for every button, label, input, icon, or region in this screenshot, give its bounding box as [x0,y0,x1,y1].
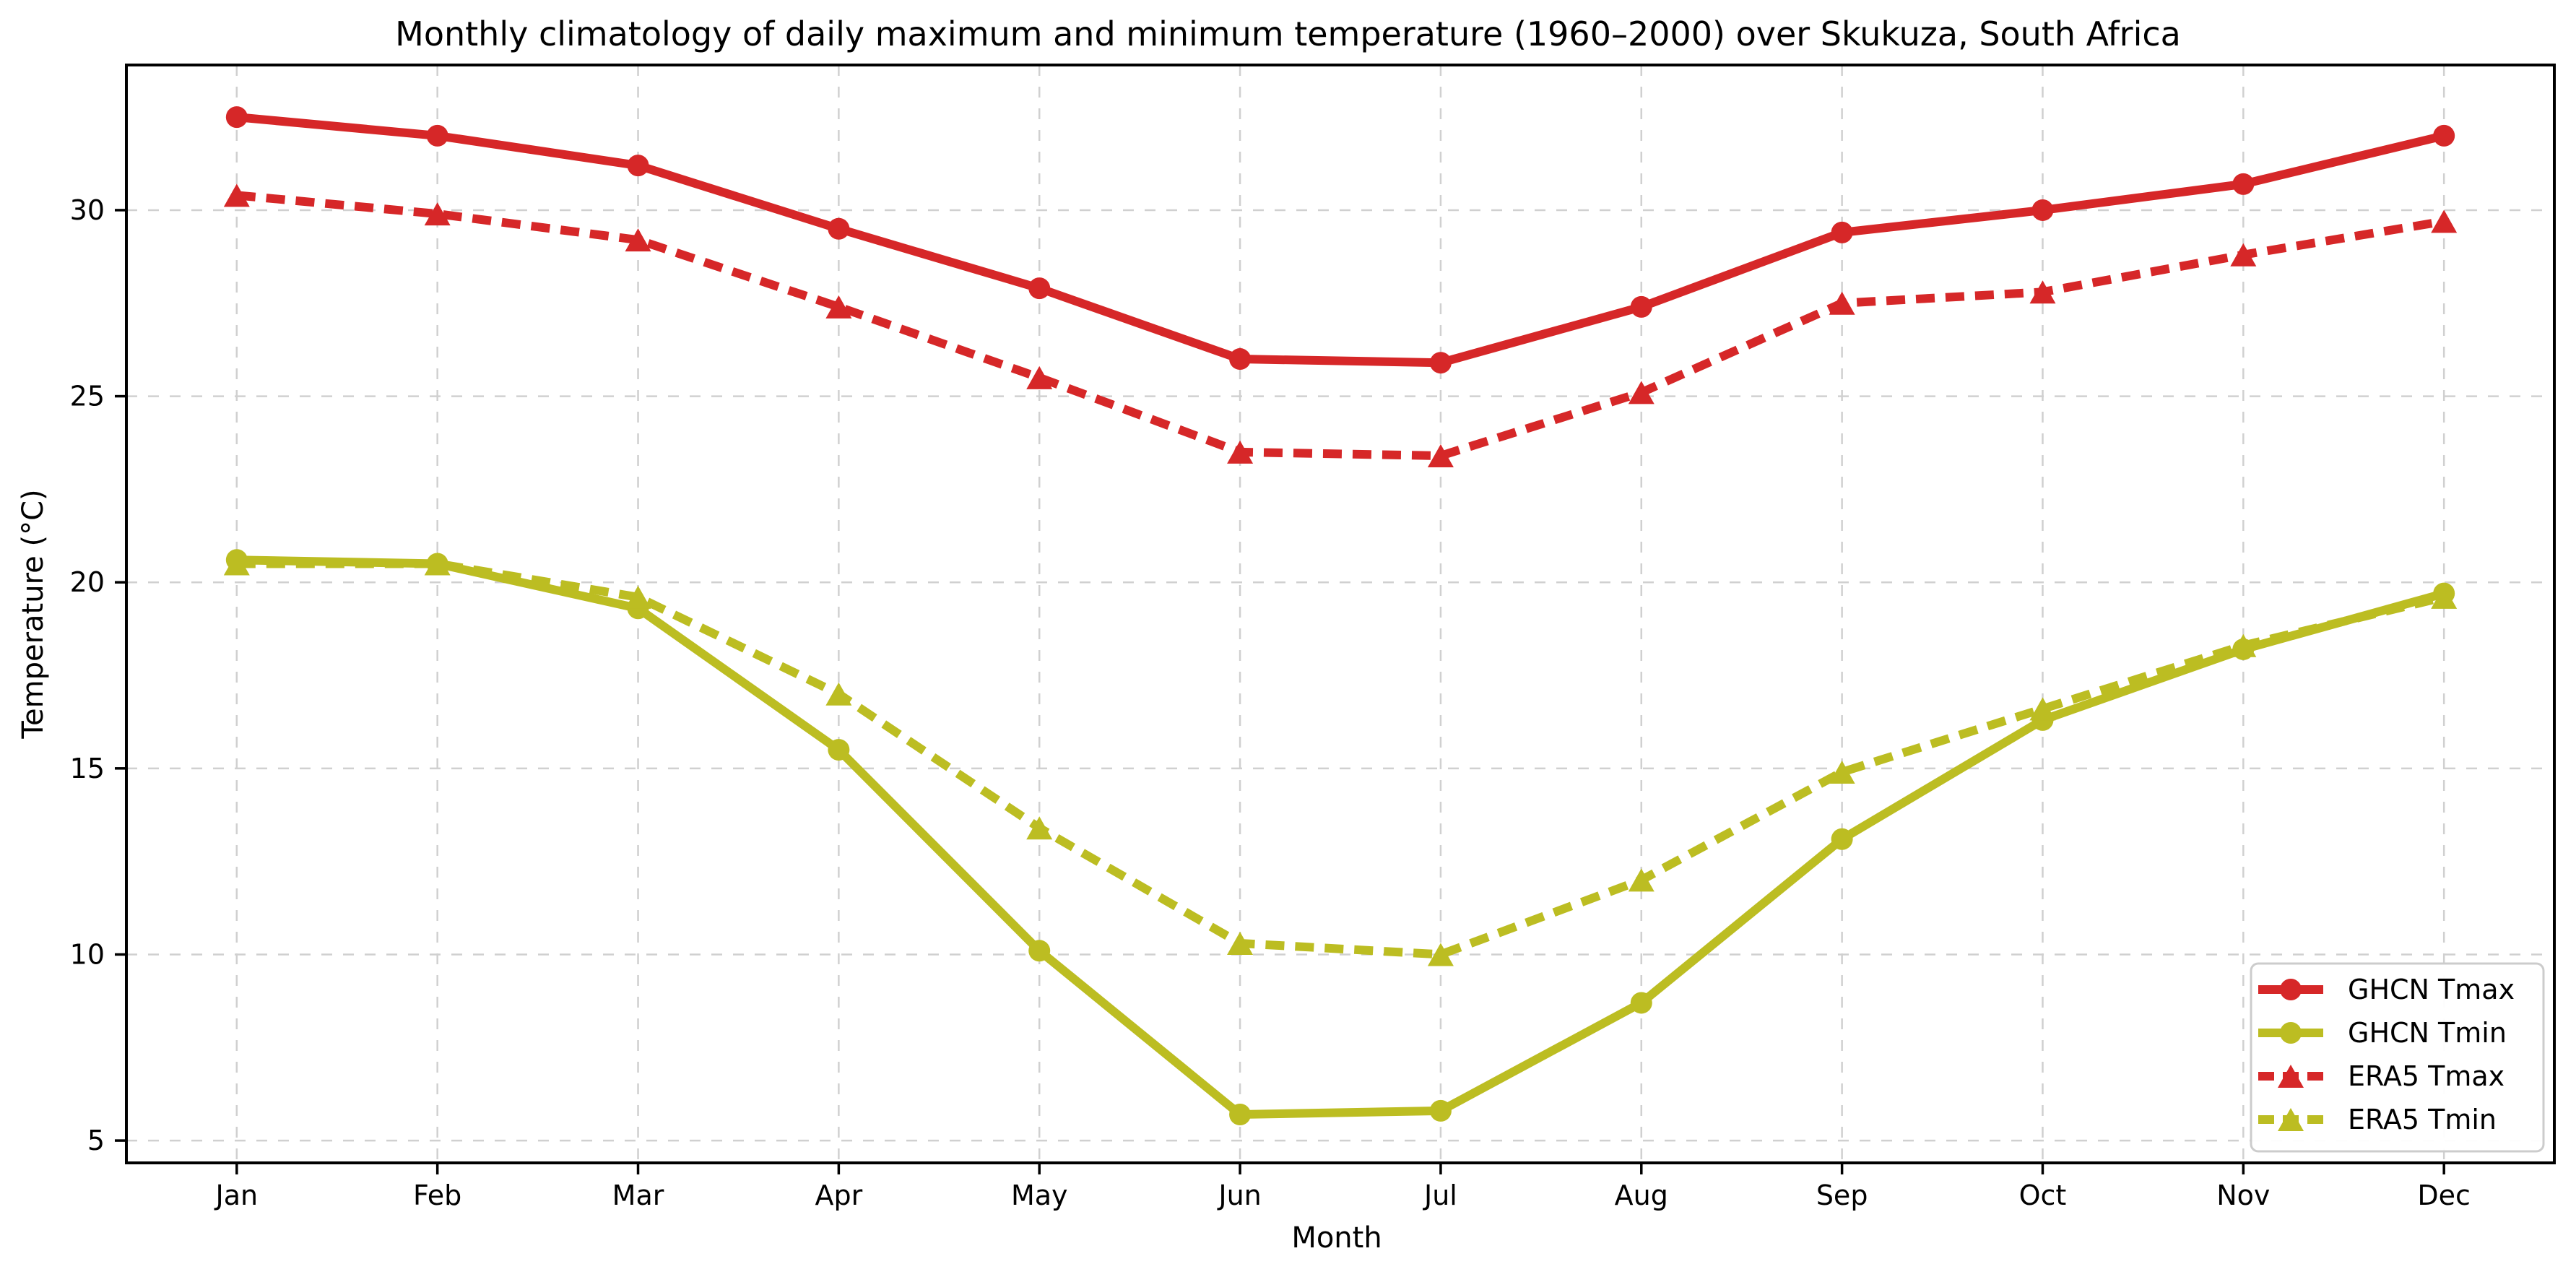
x-tick-label: Mar [612,1179,664,1211]
x-tick-label: May [1011,1179,1068,1211]
data-point-era5-tmax [2431,209,2458,233]
data-point-ghcn-tmax [1028,277,1051,300]
data-point-ghcn-tmin [1229,1104,1252,1126]
data-point-era5-tmax [223,183,250,207]
data-point-ghcn-tmax [1630,295,1652,318]
legend-label: GHCN Tmax [2348,974,2515,1005]
legend-marker [2280,979,2302,1000]
data-point-era5-tmax [1628,381,1655,404]
data-point-era5-tmax [424,202,451,226]
data-point-ghcn-tmax [1429,352,1452,374]
y-tick-label: 5 [87,1125,105,1156]
legend-marker [2278,1065,2304,1088]
data-point-era5-tmax [1227,440,1254,464]
x-tick-label: Aug [1615,1179,1668,1211]
legend-entry: GHCN Tmax [2258,974,2515,1005]
data-point-era5-tmin [1026,816,1053,840]
x-tick-label: Feb [413,1179,461,1211]
data-point-ghcn-tmax [2031,199,2054,221]
data-point-era5-tmin [2431,585,2458,609]
data-point-ghcn-tmax [1229,348,1252,371]
data-point-era5-tmin [1628,868,1655,892]
y-tick-label: 20 [70,566,105,598]
x-tick-label: Nov [2216,1179,2270,1211]
chart-title: Monthly climatology of daily maximum and… [395,14,2181,53]
plot-border [125,64,2556,1164]
data-point-era5-tmin [2230,633,2257,657]
data-point-era5-tmin [625,585,651,609]
x-tick-label: Jan [214,1179,259,1211]
series-line-ghcn-tmax [236,113,2445,368]
legend-marker [2280,1022,2302,1044]
data-point-ghcn-tmin [1028,940,1051,962]
data-point-ghcn-tmax [2433,124,2455,147]
data-point-era5-tmin [825,682,852,706]
data-point-era5-tmin [424,552,451,576]
data-point-era5-tmax [2029,280,2056,304]
series-line-ghcn-tmin [236,555,2445,1120]
y-tick-label: 30 [70,194,105,226]
data-point-ghcn-tmax [2232,173,2255,195]
legend-marker [2278,1108,2304,1131]
data-point-ghcn-tmax [1831,221,1853,243]
data-point-ghcn-tmax [225,106,248,129]
legend-label: ERA5 Tmin [2348,1104,2497,1135]
series-line-era5-tmin [236,559,2445,959]
y-tick-label: 10 [70,938,105,970]
x-tick-label: Apr [815,1179,862,1211]
x-axis-label: Month [1291,1221,1382,1255]
x-tick-label: Jul [1423,1179,1457,1211]
data-point-era5-tmax [1829,291,1855,315]
data-point-ghcn-tmax [426,124,448,147]
data-point-era5-tmax [1026,365,1053,389]
legend-label: ERA5 Tmax [2348,1060,2505,1092]
series-line-era5-tmax [236,191,2445,461]
data-point-ghcn-tmin [1831,828,1853,850]
data-point-ghcn-tmax [627,155,649,177]
x-tick-label: Sep [1816,1179,1868,1211]
legend-label: GHCN Tmin [2348,1017,2507,1049]
data-point-ghcn-tmin [828,739,850,761]
x-tick-label: Oct [2019,1179,2067,1211]
data-point-era5-tmax [1427,444,1454,468]
data-point-era5-tmax [825,295,852,319]
data-point-ghcn-tmin [1630,992,1652,1014]
data-point-era5-tmax [625,228,651,252]
y-tick-label: 15 [70,753,105,784]
data-point-ghcn-tmin [1429,1099,1452,1122]
data-point-era5-tmin [223,552,250,576]
y-tick-label: 25 [70,381,105,412]
legend-box [2250,962,2545,1153]
data-point-era5-tmin [1829,760,1855,784]
data-point-era5-tmin [1227,932,1254,955]
x-tick-label: Jun [1217,1179,1261,1211]
legend-entry: ERA5 Tmax [2258,1060,2505,1092]
x-tick-label: Dec [2417,1179,2471,1211]
data-point-era5-tmin [1427,943,1454,966]
data-point-era5-tmin [2029,697,2056,721]
data-point-ghcn-tmax [828,217,850,240]
legend-entry: GHCN Tmin [2258,1017,2507,1049]
data-point-era5-tmax [2230,243,2257,267]
y-axis-label: Temperature (°C) [17,489,50,739]
